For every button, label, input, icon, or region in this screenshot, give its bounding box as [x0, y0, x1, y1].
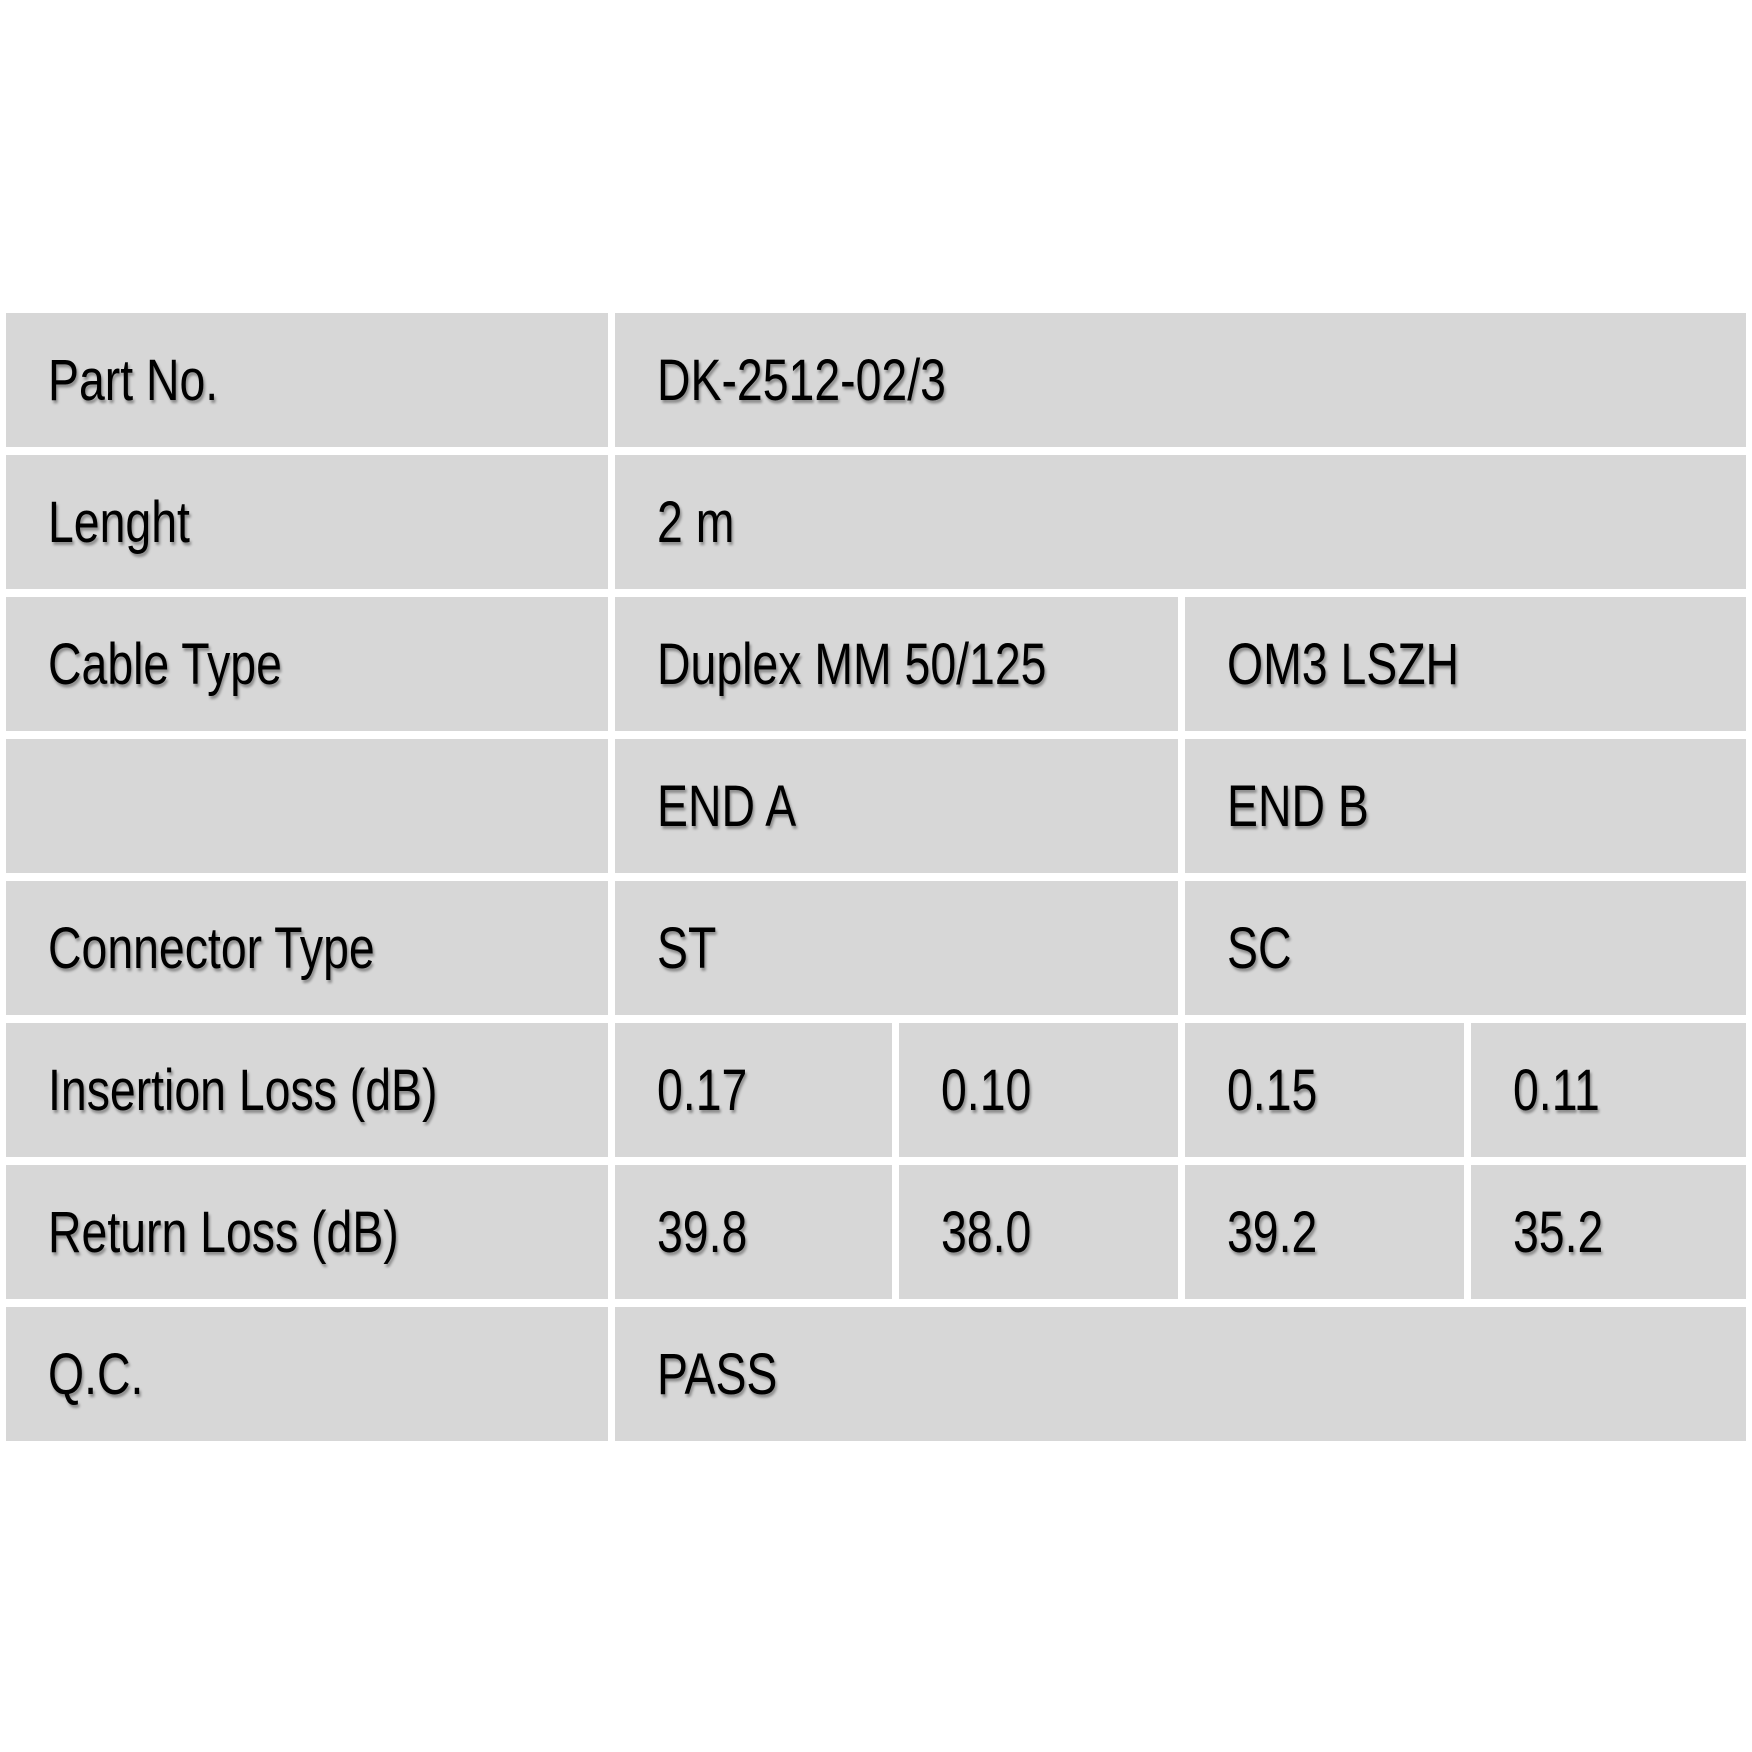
qc-label-cell: Q.C. — [6, 1307, 608, 1441]
qc-value-cell: PASS — [615, 1307, 1746, 1441]
qc-value: PASS — [657, 1341, 778, 1407]
connector-type-end-b: SC — [1227, 915, 1292, 981]
cable-type-label-cell: Cable Type — [6, 597, 608, 731]
return-loss-end-a-1: 39.8 — [657, 1199, 748, 1265]
cable-type-value-cell-right: OM3 LSZH — [1185, 597, 1746, 731]
return-loss-end-a-2-cell: 38.0 — [899, 1165, 1178, 1299]
insertion-loss-end-a-2-cell: 0.10 — [899, 1023, 1178, 1157]
connector-type-end-a-cell: ST — [615, 881, 1178, 1015]
qc-label: Q.C. — [48, 1341, 144, 1407]
end-b-header-cell: END B — [1185, 739, 1746, 873]
connector-type-label-cell: Connector Type — [6, 881, 608, 1015]
insertion-loss-end-b-2: 0.11 — [1513, 1057, 1600, 1123]
cable-type-value-left: Duplex MM 50/125 — [657, 631, 1047, 697]
insertion-loss-label-cell: Insertion Loss (dB) — [6, 1023, 608, 1157]
connector-type-end-a: ST — [657, 915, 717, 981]
insertion-loss-end-a-2: 0.10 — [941, 1057, 1032, 1123]
insertion-loss-end-a-1: 0.17 — [657, 1057, 748, 1123]
cable-type-value-cell-left: Duplex MM 50/125 — [615, 597, 1178, 731]
part-no-label-cell: Part No. — [6, 313, 608, 447]
return-loss-end-a-2: 38.0 — [941, 1199, 1032, 1265]
length-label: Lenght — [48, 489, 190, 555]
insertion-loss-label: Insertion Loss (dB) — [48, 1057, 438, 1123]
end-a-header-cell: END A — [615, 739, 1178, 873]
connector-type-label: Connector Type — [48, 915, 375, 981]
end-b-header: END B — [1227, 773, 1369, 839]
return-loss-end-b-1: 39.2 — [1227, 1199, 1318, 1265]
length-label-cell: Lenght — [6, 455, 608, 589]
end-a-header: END A — [657, 773, 797, 839]
return-loss-end-a-1-cell: 39.8 — [615, 1165, 892, 1299]
return-loss-end-b-2-cell: 35.2 — [1471, 1165, 1746, 1299]
insertion-loss-end-b-2-cell: 0.11 — [1471, 1023, 1746, 1157]
part-no-value-cell: DK-2512-02/3 — [615, 313, 1746, 447]
insertion-loss-end-b-1-cell: 0.15 — [1185, 1023, 1464, 1157]
return-loss-end-b-2: 35.2 — [1513, 1199, 1604, 1265]
part-no-value: DK-2512-02/3 — [657, 347, 946, 413]
length-value-cell: 2 m — [615, 455, 1746, 589]
connector-type-end-b-cell: SC — [1185, 881, 1746, 1015]
insertion-loss-end-b-1: 0.15 — [1227, 1057, 1318, 1123]
cable-type-value-right: OM3 LSZH — [1227, 631, 1460, 697]
return-loss-label-cell: Return Loss (dB) — [6, 1165, 608, 1299]
length-value: 2 m — [657, 489, 735, 555]
insertion-loss-end-a-1-cell: 0.17 — [615, 1023, 892, 1157]
spec-table: Part No. DK-2512-02/3 Lenght 2 m Cable T… — [6, 313, 1746, 1441]
cable-type-label: Cable Type — [48, 631, 282, 697]
end-header-spacer-cell — [6, 739, 608, 873]
part-no-label: Part No. — [48, 347, 219, 413]
return-loss-end-b-1-cell: 39.2 — [1185, 1165, 1464, 1299]
return-loss-label: Return Loss (dB) — [48, 1199, 399, 1265]
